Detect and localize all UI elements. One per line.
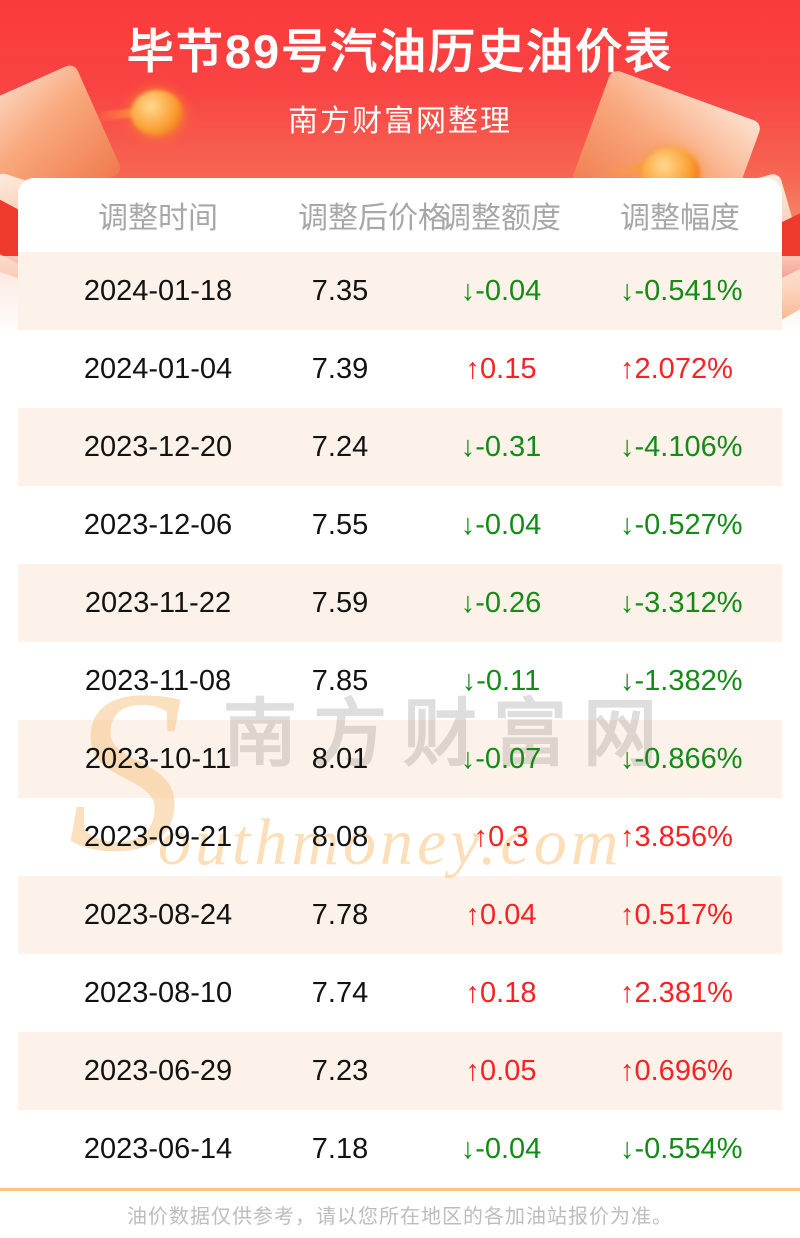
column-header-adjusted-price: 调整后价格 <box>298 202 448 235</box>
cell-adjusted-price: 8.08 <box>311 820 369 853</box>
cell-adjust-date: 2023-08-24 <box>83 898 233 931</box>
table-row: 2023-09-21 8.08 ↑0.3 ↑3.856% <box>18 798 782 876</box>
table-row: 2023-11-22 7.59 ↓-0.26 ↓-3.312% <box>18 564 782 642</box>
cell-change-amount: ↑0.18 <box>465 976 537 1009</box>
cell-change-amount: ↑0.15 <box>465 352 537 385</box>
cell-change-percent: ↓-0.541% <box>620 274 743 307</box>
cell-adjusted-price: 7.85 <box>311 664 369 697</box>
cell-change-percent: ↑0.517% <box>620 898 733 931</box>
cell-adjust-date: 2023-11-22 <box>84 586 232 619</box>
cell-change-amount: ↑0.04 <box>465 898 537 931</box>
table-row: 2023-06-14 7.18 ↓-0.04 ↓-0.554% <box>18 1110 782 1188</box>
cell-adjusted-price: 7.74 <box>311 976 369 1009</box>
table-row: 2024-01-04 7.39 ↑0.15 ↑2.072% <box>18 330 782 408</box>
cell-adjusted-price: 7.35 <box>311 274 369 307</box>
column-header-change-amount: 调整额度 <box>441 202 561 235</box>
cell-adjusted-price: 7.24 <box>311 430 369 463</box>
cell-adjusted-price: 7.18 <box>311 1132 369 1165</box>
table-header-row: 调整时间 调整后价格 调整额度 调整幅度 <box>18 178 782 252</box>
table-row: 2023-12-06 7.55 ↓-0.04 ↓-0.527% <box>18 486 782 564</box>
cell-change-percent: ↓-0.554% <box>620 1132 743 1165</box>
cell-change-amount: ↑0.05 <box>465 1054 537 1087</box>
cell-change-percent: ↓-3.312% <box>620 586 743 619</box>
price-table-card: S 南方财富网 outhmoney.com 调整时间 调整后价格 调整额度 调整… <box>18 178 782 1188</box>
cell-adjust-date: 2023-10-11 <box>84 742 232 775</box>
cell-adjusted-price: 7.59 <box>311 586 369 619</box>
cell-adjust-date: 2023-08-10 <box>83 976 233 1009</box>
cell-adjusted-price: 7.23 <box>311 1054 369 1087</box>
table-row: 2023-08-10 7.74 ↑0.18 ↑2.381% <box>18 954 782 1032</box>
cell-adjust-date: 2023-09-21 <box>83 820 233 853</box>
cell-adjusted-price: 7.55 <box>311 508 369 541</box>
table-row: 2023-11-08 7.85 ↓-0.11 ↓-1.382% <box>18 642 782 720</box>
cell-change-amount: ↓-0.04 <box>460 1132 542 1165</box>
cell-change-percent: ↓-0.866% <box>620 742 743 775</box>
footer-disclaimer-bar: 油价数据仅供参考，请以您所在地区的各加油站报价为准。 <box>0 1188 800 1238</box>
table-row: 2023-10-11 8.01 ↓-0.07 ↓-0.866% <box>18 720 782 798</box>
cell-change-amount: ↑0.3 <box>473 820 529 853</box>
page-title: 毕节89号汽油历史油价表 <box>126 25 674 78</box>
cell-adjusted-price: 8.01 <box>311 742 369 775</box>
cell-adjust-date: 2024-01-18 <box>83 274 233 307</box>
cell-adjusted-price: 7.78 <box>311 898 369 931</box>
cell-change-amount: ↓-0.11 <box>461 664 541 697</box>
cell-change-amount: ↓-0.04 <box>460 274 542 307</box>
cell-change-amount: ↓-0.04 <box>460 508 542 541</box>
cell-adjust-date: 2023-12-06 <box>83 508 233 541</box>
cell-change-amount: ↓-0.26 <box>460 586 542 619</box>
cell-change-percent: ↓-0.527% <box>620 508 743 541</box>
cell-adjust-date: 2023-12-20 <box>83 430 233 463</box>
column-header-adjust-date: 调整时间 <box>98 202 218 235</box>
table-row: 2023-08-24 7.78 ↑0.04 ↑0.517% <box>18 876 782 954</box>
cell-adjust-date: 2023-11-08 <box>84 664 232 697</box>
column-header-change-percent: 调整幅度 <box>620 202 740 235</box>
disclaimer-text: 油价数据仅供参考，请以您所在地区的各加油站报价为准。 <box>127 1206 673 1228</box>
cell-change-percent: ↑3.856% <box>620 820 733 853</box>
table-row: 2024-01-18 7.35 ↓-0.04 ↓-0.541% <box>18 252 782 330</box>
cell-adjust-date: 2024-01-04 <box>83 352 233 385</box>
cell-adjusted-price: 7.39 <box>311 352 369 385</box>
cell-adjust-date: 2023-06-29 <box>83 1054 233 1087</box>
cell-change-percent: ↑2.072% <box>620 352 733 385</box>
gold-coin-left-icon <box>131 90 183 136</box>
table-body: 2024-01-18 7.35 ↓-0.04 ↓-0.541% 2024-01-… <box>18 252 782 1188</box>
cell-change-percent: ↑0.696% <box>620 1054 733 1087</box>
cell-change-amount: ↓-0.07 <box>460 742 542 775</box>
cell-change-percent: ↑2.381% <box>620 976 733 1009</box>
cell-change-percent: ↓-4.106% <box>620 430 743 463</box>
cell-change-amount: ↓-0.31 <box>460 430 542 463</box>
cell-adjust-date: 2023-06-14 <box>83 1132 233 1165</box>
table-row: 2023-12-20 7.24 ↓-0.31 ↓-4.106% <box>18 408 782 486</box>
cell-change-percent: ↓-1.382% <box>620 664 743 697</box>
table-row: 2023-06-29 7.23 ↑0.05 ↑0.696% <box>18 1032 782 1110</box>
page-subtitle: 南方财富网整理 <box>288 105 512 138</box>
